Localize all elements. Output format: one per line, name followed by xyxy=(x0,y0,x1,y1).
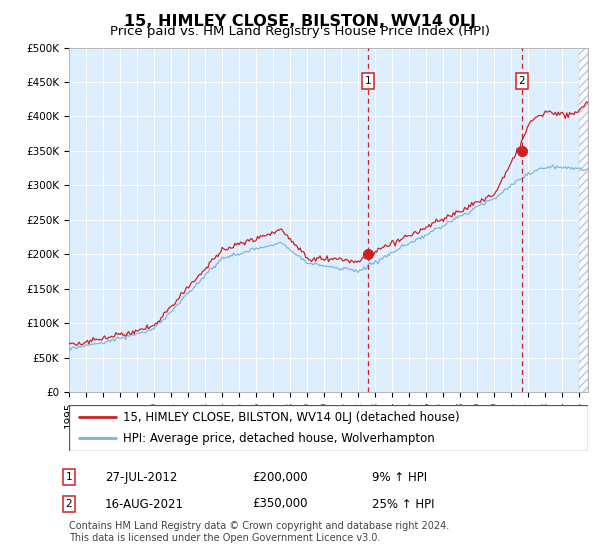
Text: 9% ↑ HPI: 9% ↑ HPI xyxy=(372,470,427,484)
FancyBboxPatch shape xyxy=(69,405,588,451)
Text: 15, HIMLEY CLOSE, BILSTON, WV14 0LJ: 15, HIMLEY CLOSE, BILSTON, WV14 0LJ xyxy=(124,14,476,29)
Text: 16-AUG-2021: 16-AUG-2021 xyxy=(105,497,184,511)
Text: 2: 2 xyxy=(518,76,525,86)
Text: 25% ↑ HPI: 25% ↑ HPI xyxy=(372,497,434,511)
Text: £350,000: £350,000 xyxy=(252,497,308,511)
Text: This data is licensed under the Open Government Licence v3.0.: This data is licensed under the Open Gov… xyxy=(69,533,380,543)
Text: 1: 1 xyxy=(65,472,73,482)
Text: 1: 1 xyxy=(365,76,371,86)
Text: 2: 2 xyxy=(65,499,73,509)
Text: HPI: Average price, detached house, Wolverhampton: HPI: Average price, detached house, Wolv… xyxy=(124,432,435,445)
Text: Contains HM Land Registry data © Crown copyright and database right 2024.: Contains HM Land Registry data © Crown c… xyxy=(69,521,449,531)
Text: £200,000: £200,000 xyxy=(252,470,308,484)
Text: 15, HIMLEY CLOSE, BILSTON, WV14 0LJ (detached house): 15, HIMLEY CLOSE, BILSTON, WV14 0LJ (det… xyxy=(124,411,460,424)
Text: 27-JUL-2012: 27-JUL-2012 xyxy=(105,470,178,484)
Text: Price paid vs. HM Land Registry's House Price Index (HPI): Price paid vs. HM Land Registry's House … xyxy=(110,25,490,38)
